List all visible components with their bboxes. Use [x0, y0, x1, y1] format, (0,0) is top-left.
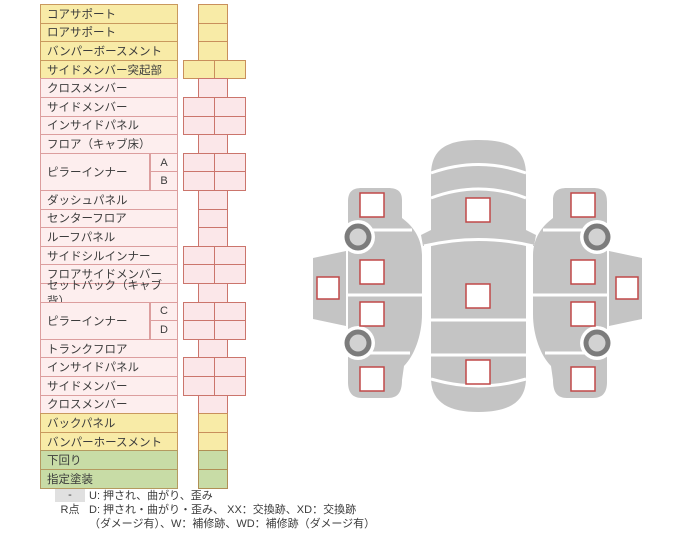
row-label: サイドシルインナー: [40, 245, 178, 266]
damage-checkbox[interactable]: [465, 359, 491, 385]
damage-cell[interactable]: [183, 264, 215, 284]
damage-cell[interactable]: [214, 115, 246, 136]
legend-text-d: D: 押され・曲がり・歪み、 XX：交換跡、XD：交換跡: [89, 504, 357, 516]
row-sublabel: D: [150, 320, 178, 340]
row-label: サイドメンバー: [40, 97, 178, 117]
legend-key-dash: -: [55, 489, 85, 502]
damage-cell[interactable]: [183, 301, 215, 322]
damage-cell[interactable]: [198, 41, 228, 61]
row-label: バンパーホースメント: [40, 431, 178, 452]
row-sublabel: C: [150, 301, 178, 322]
damage-cell[interactable]: [183, 59, 215, 80]
row-label: インサイドパネル: [40, 115, 178, 136]
damage-cell[interactable]: [198, 283, 228, 303]
damage-cell[interactable]: [183, 357, 215, 377]
damage-cell[interactable]: [183, 245, 215, 266]
row-label: サイドメンバー: [40, 376, 178, 396]
legend-key-rpoint: R点: [60, 504, 80, 516]
damage-cell[interactable]: [214, 264, 246, 284]
legend-text-u: U: 押され、曲がり、歪み: [89, 490, 213, 502]
row-sublabel: B: [150, 171, 178, 191]
damage-cell[interactable]: [198, 431, 228, 452]
row-label: 指定塗装: [40, 469, 178, 489]
damage-checkbox[interactable]: [465, 197, 491, 223]
row-label: ルーフパネル: [40, 227, 178, 247]
damage-cell[interactable]: [198, 78, 228, 98]
legend-row-u: - U: 押され、曲がり、歪み: [55, 489, 655, 503]
row-label: ピラーインナー: [40, 301, 150, 340]
row-label: セットバック（キャブ背）: [40, 280, 178, 308]
damage-cell[interactable]: [198, 413, 228, 433]
damage-cell[interactable]: [183, 376, 215, 396]
top-view: [421, 140, 536, 412]
damage-cell[interactable]: [183, 320, 215, 340]
legend-row-r: R点 D: 押され・曲がり・歪み、 XX：交換跡、XD：交換跡: [55, 503, 655, 517]
row-label: フロア（キャブ床）: [40, 134, 178, 154]
row-sublabel: A: [150, 152, 178, 173]
damage-cell[interactable]: [198, 450, 228, 470]
damage-cell[interactable]: [214, 376, 246, 396]
damage-checkbox[interactable]: [465, 283, 491, 309]
left-side-view: [311, 186, 424, 400]
row-label: クロスメンバー: [40, 78, 178, 98]
damage-cell[interactable]: [183, 97, 215, 117]
damage-cell[interactable]: [214, 301, 246, 322]
damage-cell[interactable]: [214, 97, 246, 117]
damage-cell[interactable]: [198, 22, 228, 43]
row-label: 下回り: [40, 450, 178, 470]
damage-cell[interactable]: [198, 190, 228, 210]
row-label: バックパネル: [40, 413, 178, 433]
legend-text-cont: （ダメージ有）、W：補修跡、WD：補修跡（ダメージ有）: [89, 518, 376, 530]
row-label: センターフロア: [40, 208, 178, 229]
top-car-body: [431, 140, 526, 412]
left-mirror: [421, 230, 431, 246]
damage-cell[interactable]: [214, 320, 246, 340]
row-label: フロアサイドメンバー: [40, 264, 178, 284]
row-label: ダッシュパネル: [40, 190, 178, 210]
row-label: クロスメンバー: [40, 394, 178, 415]
row-label: ロアサポート: [40, 22, 178, 43]
damage-cell[interactable]: [214, 245, 246, 266]
right-mirror: [526, 230, 536, 246]
right-side-view: [531, 186, 644, 400]
damage-cell[interactable]: [198, 338, 228, 359]
legend-row-cont: （ダメージ有）、W：補修跡、WD：補修跡（ダメージ有）: [89, 517, 655, 531]
row-label: ピラーインナー: [40, 152, 150, 191]
damage-cell[interactable]: [198, 394, 228, 415]
damage-cell[interactable]: [198, 134, 228, 154]
damage-cell[interactable]: [183, 152, 215, 173]
damage-cell[interactable]: [198, 469, 228, 489]
car-damage-diagram: [311, 140, 644, 412]
damage-cell[interactable]: [183, 115, 215, 136]
damage-cell[interactable]: [198, 4, 228, 24]
legend: - U: 押され、曲がり、歪み R点 D: 押され・曲がり・歪み、 XX：交換跡…: [55, 489, 655, 531]
row-label: サイドメンバー突起部: [40, 59, 178, 80]
damage-cell[interactable]: [214, 171, 246, 191]
damage-cell[interactable]: [183, 171, 215, 191]
damage-cell[interactable]: [198, 227, 228, 247]
damage-cell[interactable]: [214, 152, 246, 173]
row-label: インサイドパネル: [40, 357, 178, 377]
row-label: コアサポート: [40, 4, 178, 24]
damage-cell[interactable]: [214, 59, 246, 80]
damage-cell[interactable]: [198, 208, 228, 229]
damage-cell[interactable]: [214, 357, 246, 377]
row-label: トランクフロア: [40, 338, 178, 359]
row-label: バンパーボースメント: [40, 41, 178, 61]
